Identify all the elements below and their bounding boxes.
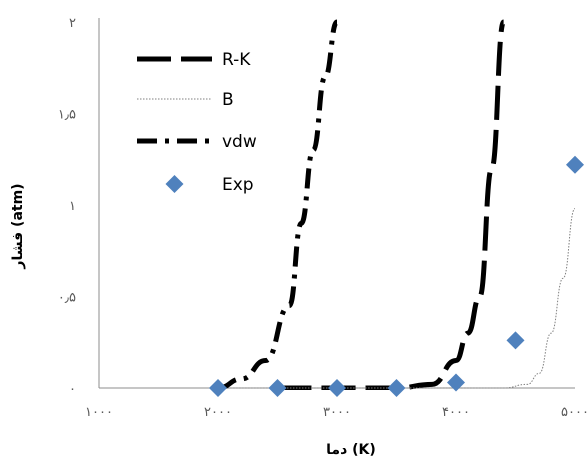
series-exp-point xyxy=(566,155,584,174)
y-tick-label: ۰ xyxy=(69,382,76,397)
series-vdw-line xyxy=(217,19,340,390)
series-exp-point xyxy=(387,379,406,397)
legend-b-label: B xyxy=(222,90,234,110)
y-tick-label: ۰٫۵ xyxy=(58,291,76,306)
x-tick-label: ۱۰۰۰ xyxy=(85,405,113,420)
y-tick-label: ۲ xyxy=(69,16,76,31)
series-exp-point xyxy=(447,373,465,392)
y-tick-label: ۱ xyxy=(69,199,76,214)
legend-vdw-label: vdw xyxy=(222,132,257,152)
x-axis-title: دما (K) xyxy=(326,442,376,458)
x-tick-label: ۴۰۰۰ xyxy=(442,405,470,420)
x-tick-label: ۵۰۰۰ xyxy=(561,405,588,420)
y-tick-label: ۱٫۵ xyxy=(58,108,76,123)
series-exp-point xyxy=(209,379,227,397)
legend-exp-swatch xyxy=(165,175,184,193)
series-exp-point xyxy=(268,379,287,397)
y-axis-title: فشار (atm) xyxy=(10,183,26,269)
x-tick-label: ۳۰۰۰ xyxy=(323,405,351,420)
series-exp-point xyxy=(506,331,525,350)
x-tick-label: ۲۰۰۰ xyxy=(204,405,232,420)
series-b-line xyxy=(217,208,576,389)
series-layer xyxy=(209,19,584,397)
legend-exp-label: Exp xyxy=(222,175,254,195)
series-exp-point xyxy=(328,379,346,397)
legend-r-k-label: R-K xyxy=(222,50,251,70)
